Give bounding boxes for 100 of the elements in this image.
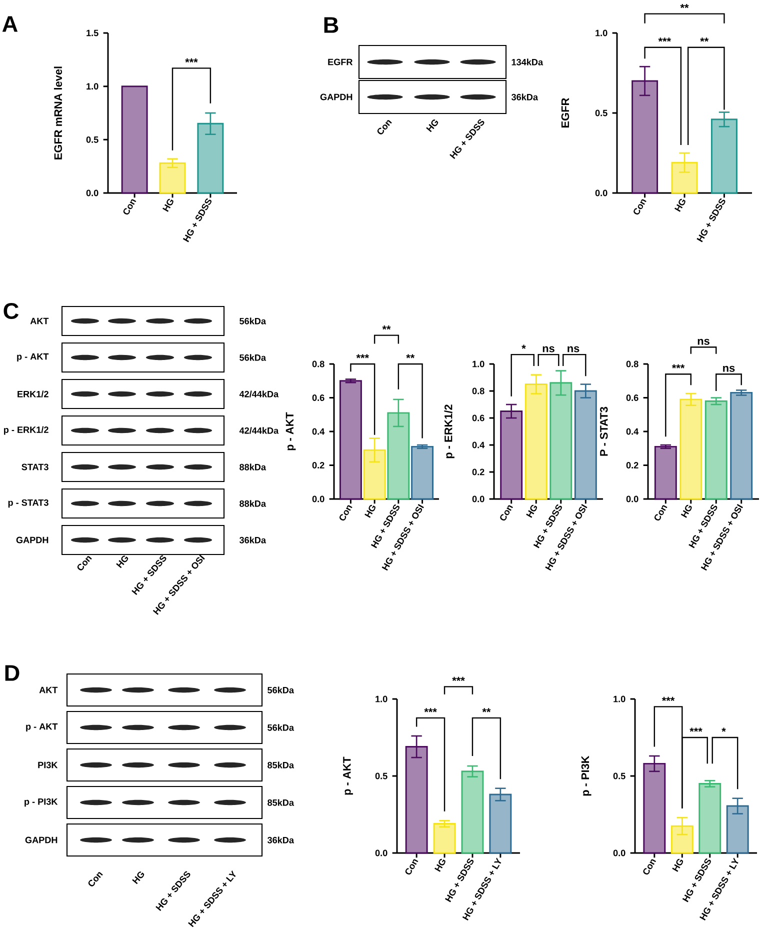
y-tick-label: 0.0 bbox=[375, 850, 388, 856]
bar bbox=[411, 446, 434, 500]
y-axis-title: p - PI3K bbox=[581, 756, 592, 796]
y-tick-label: 0.0 bbox=[312, 496, 324, 502]
bar bbox=[433, 823, 456, 854]
annotation: *** bbox=[662, 696, 675, 701]
text: ** bbox=[382, 326, 391, 330]
y-tick-label: 1.0 bbox=[614, 696, 626, 702]
category-label: 36kDa bbox=[267, 836, 294, 844]
y-tick-label: 0.6 bbox=[626, 394, 638, 401]
y-tick-label: 0.5 bbox=[613, 772, 626, 780]
text: ns bbox=[568, 346, 580, 352]
category-label: 42/44kDa bbox=[239, 427, 279, 434]
bar bbox=[654, 446, 677, 500]
category-label: 56kDa bbox=[240, 354, 266, 361]
y-tick-label: 0.4 bbox=[472, 442, 485, 448]
category-label: 36kDa bbox=[511, 94, 538, 100]
y-tick-label: 1.0 bbox=[596, 30, 608, 36]
y-axis-title: p - ERK1/2 bbox=[444, 404, 454, 458]
y-tick-label: 0.8 bbox=[472, 388, 484, 394]
annotation: *** bbox=[658, 38, 672, 42]
text: ** bbox=[406, 354, 415, 358]
y-tick-label: 1.0 bbox=[376, 696, 388, 702]
category-label: HG bbox=[426, 120, 438, 132]
x-tick-label: HG bbox=[434, 858, 446, 872]
y-tick-label: 0.5 bbox=[595, 110, 608, 116]
category-label: 36kDa bbox=[239, 536, 266, 544]
y-axis-title: P - STAT3 bbox=[600, 406, 608, 456]
y-tick-label: 0.5 bbox=[86, 136, 98, 143]
category-label: 85kDa bbox=[268, 762, 294, 768]
y-tick-label: 1.0 bbox=[472, 360, 484, 368]
y-axis-title: p - AKT bbox=[286, 412, 296, 450]
annotation: ns bbox=[723, 366, 735, 372]
category-label: EGFR bbox=[328, 58, 353, 66]
category-label: ERK1/2 bbox=[18, 390, 48, 398]
bar bbox=[121, 86, 148, 194]
category-label: p - AKT bbox=[26, 723, 58, 732]
y-axis-title: p - AKT bbox=[343, 756, 353, 795]
x-tick-label: HG bbox=[526, 504, 537, 518]
category-label: p - ERK1/2 bbox=[4, 426, 48, 435]
text: ns bbox=[698, 338, 710, 345]
x-tick-label: HG bbox=[672, 858, 683, 872]
text: *** bbox=[356, 354, 370, 358]
y-tick-label: 0.6 bbox=[312, 394, 324, 401]
y-tick-label: 0.4 bbox=[626, 428, 639, 435]
text: ** bbox=[680, 4, 689, 8]
category-label: 56kDa bbox=[268, 724, 294, 731]
bar bbox=[704, 400, 728, 500]
category-label: 134kDa bbox=[512, 58, 544, 66]
y-tick-label: 0.0 bbox=[626, 496, 638, 502]
category-label: 56kDa bbox=[268, 686, 294, 694]
bar bbox=[698, 782, 722, 854]
text: B bbox=[324, 17, 338, 33]
y-tick-label: 1.5 bbox=[86, 30, 98, 36]
bar bbox=[159, 162, 186, 194]
category-label: Con bbox=[377, 120, 392, 134]
y-tick-label: 0.0 bbox=[613, 850, 626, 856]
text: C bbox=[4, 302, 19, 320]
category-label: PI3K bbox=[38, 762, 58, 768]
y-tick-label: 0.4 bbox=[312, 428, 325, 435]
y-tick-label: 1.0 bbox=[86, 83, 98, 90]
y-tick-label: 0.5 bbox=[375, 772, 388, 780]
y-tick-label: 0.2 bbox=[472, 468, 484, 476]
category-label: 42/44kDa bbox=[239, 390, 279, 398]
category-label: p - AKT bbox=[17, 353, 49, 362]
category-label: 56kDa bbox=[240, 318, 266, 324]
category-label: 85kDa bbox=[268, 799, 294, 806]
category-label: GAPDH bbox=[16, 536, 48, 544]
y-tick-label: 0.2 bbox=[312, 462, 324, 468]
y-tick-label: 0.0 bbox=[86, 190, 98, 196]
y-tick-label: 0.0 bbox=[472, 496, 484, 502]
category-label: GAPDH bbox=[25, 836, 58, 844]
annotation: * bbox=[722, 728, 726, 732]
category-label: 88kDa bbox=[240, 464, 266, 470]
category-label: 88kDa bbox=[240, 500, 266, 507]
category-label: STAT3 bbox=[22, 464, 48, 470]
x-tick-label: HG bbox=[674, 198, 686, 212]
text: *** bbox=[452, 676, 465, 681]
y-axis-title: EGFR mRNA level bbox=[54, 66, 62, 160]
chart-title: A bbox=[2, 16, 18, 32]
annotation: *** bbox=[690, 728, 702, 732]
category-label: GAPDH bbox=[320, 94, 352, 100]
text: D bbox=[5, 665, 20, 681]
annotation: ** bbox=[482, 708, 491, 712]
text: ns bbox=[542, 346, 554, 352]
x-tick-label: HG bbox=[162, 198, 174, 212]
annotation: *** bbox=[672, 364, 685, 368]
x-tick-label: HG bbox=[364, 504, 376, 518]
x-tick-label: HG bbox=[680, 504, 692, 518]
annotation: *** bbox=[185, 58, 198, 62]
y-axis-title: EGFR bbox=[561, 98, 570, 128]
category-label: p - PI3K bbox=[24, 798, 58, 807]
y-tick-label: 0.6 bbox=[472, 414, 484, 422]
category-label: AKT bbox=[30, 318, 49, 324]
y-tick-label: 0.0 bbox=[595, 190, 608, 196]
category-label: AKT bbox=[39, 686, 58, 694]
y-tick-label: 0.8 bbox=[626, 360, 638, 368]
y-tick-label: 0.2 bbox=[626, 462, 638, 468]
annotation: *** bbox=[424, 708, 437, 712]
annotation: ** bbox=[700, 38, 709, 42]
